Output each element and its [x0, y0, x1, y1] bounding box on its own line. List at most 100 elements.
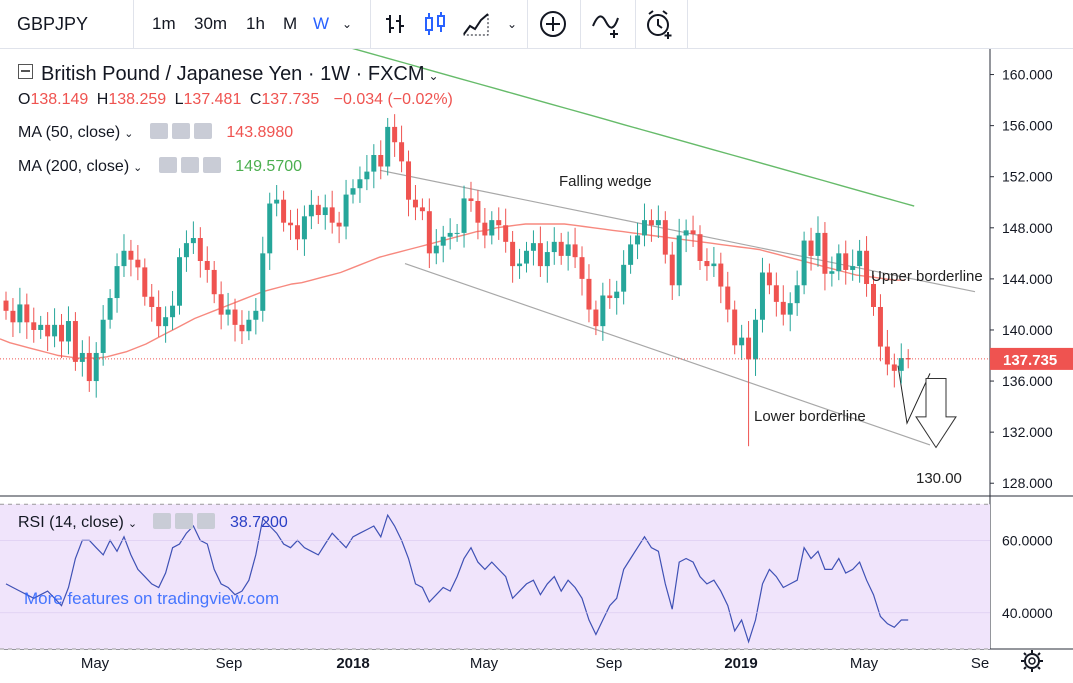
candle-body: [371, 155, 377, 172]
interval-dropdown-chevron-icon[interactable]: ⌄: [342, 17, 353, 31]
candle-body: [288, 222, 294, 226]
title-chevron-icon[interactable]: ⌄: [428, 69, 439, 83]
candle-body: [3, 300, 9, 311]
candle-body: [621, 264, 627, 292]
down-arrow-icon: [915, 378, 957, 449]
area-chart-style-icon[interactable]: [460, 8, 492, 40]
interval-1m[interactable]: 1m: [152, 14, 176, 33]
alert-clock-icon[interactable]: [643, 8, 675, 40]
ma200-settings-gear-icon[interactable]: [180, 157, 199, 173]
ma200-remove-close-icon[interactable]: [202, 157, 221, 173]
candle-body: [190, 238, 196, 244]
ma50-settings-gear-icon[interactable]: [171, 123, 190, 139]
candle-body: [59, 324, 65, 342]
ma50-chevron-icon[interactable]: ⌄: [124, 128, 134, 140]
rsi-value: 38.7200: [229, 514, 288, 531]
candle-body: [669, 254, 675, 286]
ma50-visibility-eye-icon[interactable]: [149, 123, 168, 139]
compare-add-icon[interactable]: [590, 8, 622, 40]
chart-annotation: Upper borderline: [871, 268, 983, 285]
rsi-chevron-icon[interactable]: ⌄: [127, 518, 138, 530]
candle-body: [655, 220, 661, 226]
candle-body: [829, 271, 835, 274]
candle-body: [45, 324, 51, 337]
time-tick-label: Sep: [216, 655, 243, 672]
interval-month[interactable]: M: [283, 14, 298, 33]
bar-chart-style-icon[interactable]: [380, 8, 412, 40]
candle-body: [329, 207, 335, 223]
settings-gear-icon[interactable]: [1021, 650, 1043, 672]
chart-canvas[interactable]: 160.000 156.000 152.000 148.000 144.000 140.0…: [0, 47, 1073, 678]
ma200-legend: MA (200, close) ⌄ 149.5700: [18, 157, 306, 176]
top-toolbar: GBPJPY 1m 30m 1h M W ⌄ ⌄: [0, 0, 1073, 49]
candle-body: [267, 203, 273, 254]
ma200-visibility-eye-icon[interactable]: [158, 157, 177, 173]
chart-style-chevron-icon[interactable]: ⌄: [507, 17, 518, 31]
collapse-legend-icon[interactable]: [18, 64, 33, 79]
candle-body: [468, 198, 474, 201]
ma50-line: [0, 223, 905, 359]
time-tick-label: Se: [971, 655, 989, 672]
candle-body: [746, 337, 752, 360]
candle-body: [766, 272, 772, 286]
candle-body: [565, 244, 571, 256]
candle-body: [114, 266, 120, 299]
candles-chart-style-icon[interactable]: [419, 8, 451, 40]
candle-body: [86, 352, 92, 382]
price-tick-label: 148.000: [1002, 220, 1053, 236]
candle-body: [579, 257, 585, 279]
ohlc-legend: O138.149 H138.259 L137.481 C137.735 −0.0…: [18, 91, 453, 108]
rsi-tick-label: 60.0000: [1002, 532, 1053, 548]
candle-body: [773, 285, 779, 302]
time-tick-label: May: [470, 655, 499, 672]
candle-body: [697, 234, 703, 262]
time-tick-label: 2019: [724, 655, 757, 672]
candle-body: [648, 220, 654, 226]
candle-body: [274, 199, 280, 204]
candle-body: [905, 358, 911, 360]
candle-body: [454, 232, 460, 234]
ma200-chevron-icon[interactable]: ⌄: [133, 162, 143, 174]
last-price-label: 137.735: [1003, 352, 1057, 369]
ma50-remove-close-icon[interactable]: [193, 123, 212, 139]
candle-body: [79, 352, 85, 362]
low-value: 137.481: [183, 91, 242, 108]
candle-body: [898, 358, 904, 371]
candle-body: [211, 269, 217, 295]
candle-body: [704, 261, 710, 267]
symbol-title: British Pound / Japanese Yen · 1W · FXCM: [41, 63, 425, 85]
candle-body: [718, 263, 724, 287]
candle-body: [121, 250, 127, 267]
candle-body: [65, 321, 71, 342]
time-tick-label: Sep: [596, 655, 623, 672]
symbol-search[interactable]: GBPJPY: [17, 14, 89, 34]
candle-body: [843, 253, 849, 270]
candle-body: [600, 295, 606, 327]
ma50-label[interactable]: MA (50, close): [18, 124, 121, 141]
candle-body: [100, 319, 106, 353]
candle-body: [787, 303, 793, 315]
candle-body: [52, 324, 58, 337]
candle-body: [641, 220, 647, 236]
interval-week[interactable]: W: [313, 14, 330, 33]
candle-body: [551, 241, 557, 253]
rsi-label[interactable]: RSI (14, close): [18, 514, 124, 531]
price-tick-label: 144.000: [1002, 271, 1053, 287]
candle-body: [308, 204, 314, 217]
candle-body: [864, 250, 870, 284]
candle-body: [142, 267, 148, 297]
rsi-visibility-eye-icon[interactable]: [153, 513, 172, 529]
candle-body: [253, 310, 259, 320]
wedge-upper-borderline: [379, 169, 976, 293]
ma200-label[interactable]: MA (200, close): [18, 158, 130, 175]
chart-area[interactable]: 160.000 156.000 152.000 148.000 144.000 140.0…: [0, 47, 1073, 678]
chart-annotation: Lower borderline: [754, 408, 866, 425]
interval-1h[interactable]: 1h: [246, 14, 265, 33]
rsi-settings-gear-icon[interactable]: [175, 513, 194, 529]
interval-30m[interactable]: 30m: [194, 14, 228, 33]
watermark-link[interactable]: More features on tradingview.com: [24, 589, 280, 608]
price-tick-label: 152.000: [1002, 169, 1053, 185]
add-indicator-icon[interactable]: [537, 8, 569, 40]
candle-body: [10, 310, 16, 323]
rsi-remove-close-icon[interactable]: [197, 513, 216, 529]
